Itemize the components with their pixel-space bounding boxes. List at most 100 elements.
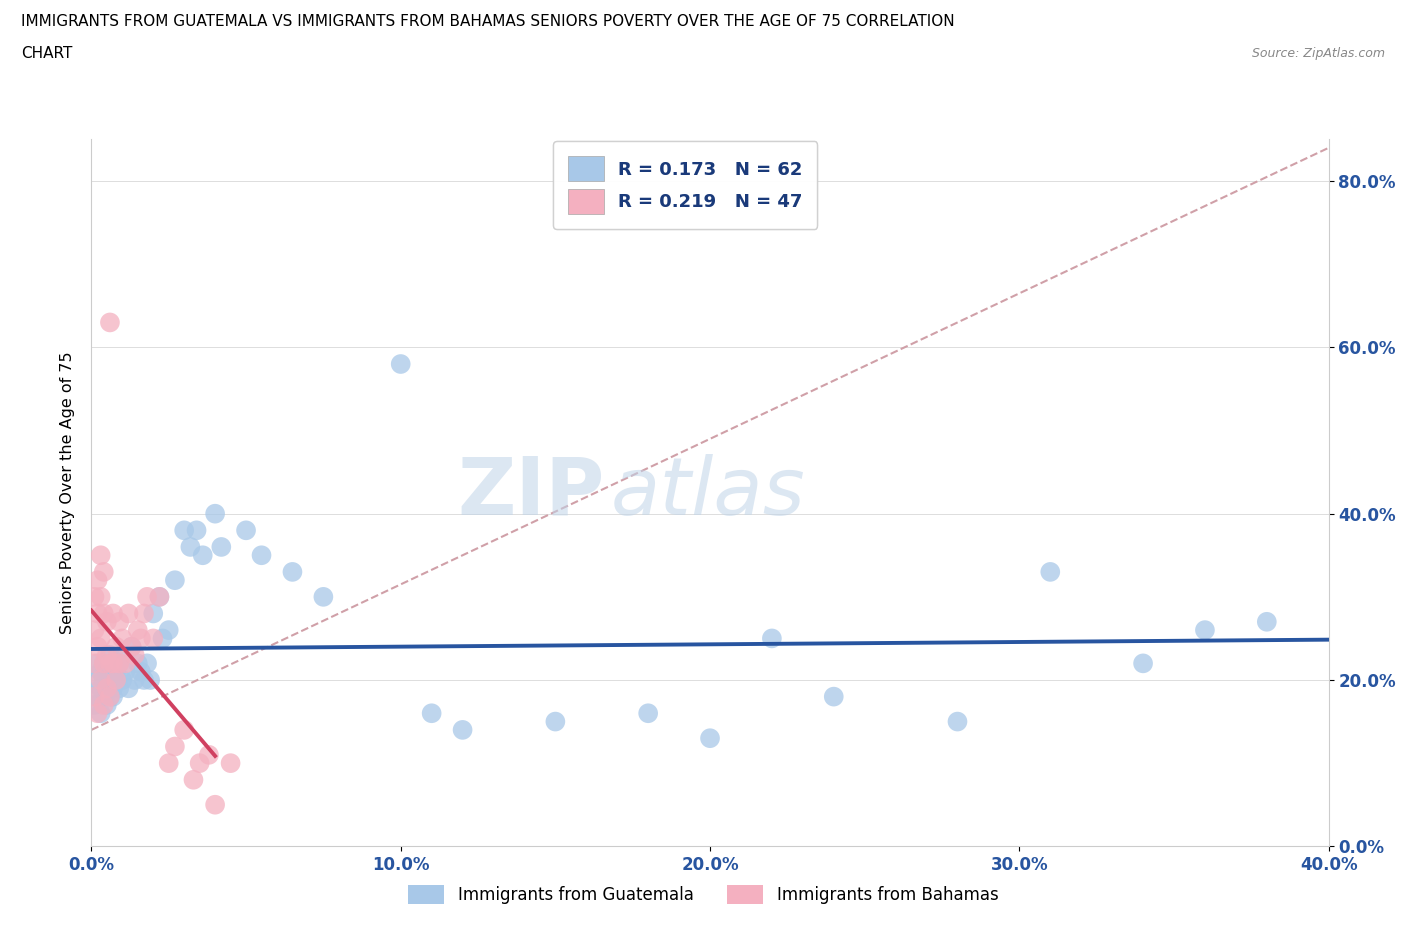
Point xyxy=(101,689,124,704)
Point xyxy=(83,656,105,671)
Point xyxy=(101,656,124,671)
Point xyxy=(93,656,115,671)
Point xyxy=(127,623,149,638)
Point xyxy=(114,656,136,671)
Point xyxy=(420,706,443,721)
Point xyxy=(83,698,105,712)
Point xyxy=(179,539,201,554)
Point xyxy=(105,639,128,654)
Text: ZIP: ZIP xyxy=(457,454,605,532)
Point xyxy=(823,689,845,704)
Point xyxy=(121,639,143,654)
Y-axis label: Seniors Poverty Over the Age of 75: Seniors Poverty Over the Age of 75 xyxy=(59,352,75,634)
Point xyxy=(83,623,105,638)
Point xyxy=(142,631,165,645)
Point xyxy=(93,606,115,621)
Point xyxy=(101,606,124,621)
Point xyxy=(96,698,118,712)
Point xyxy=(312,590,335,604)
Point xyxy=(93,689,115,704)
Point xyxy=(83,689,105,704)
Point xyxy=(90,672,112,687)
Point xyxy=(163,573,186,588)
Point xyxy=(129,664,152,679)
Point xyxy=(136,590,159,604)
Point xyxy=(127,656,149,671)
Point xyxy=(86,656,108,671)
Point xyxy=(188,756,211,771)
Point xyxy=(389,356,412,371)
Point xyxy=(86,689,108,704)
Text: IMMIGRANTS FROM GUATEMALA VS IMMIGRANTS FROM BAHAMAS SENIORS POVERTY OVER THE AG: IMMIGRANTS FROM GUATEMALA VS IMMIGRANTS … xyxy=(21,14,955,29)
Point xyxy=(204,797,226,812)
Point xyxy=(124,672,146,687)
Point xyxy=(114,664,136,679)
Point xyxy=(163,739,186,754)
Point xyxy=(1194,623,1216,638)
Point xyxy=(186,523,208,538)
Point xyxy=(204,506,226,521)
Point xyxy=(96,615,118,630)
Point xyxy=(90,681,112,696)
Point xyxy=(544,714,567,729)
Point xyxy=(98,647,121,662)
Point xyxy=(117,606,139,621)
Point xyxy=(86,639,108,654)
Point xyxy=(96,681,118,696)
Point xyxy=(98,689,121,704)
Point xyxy=(117,681,139,696)
Point xyxy=(83,590,105,604)
Point xyxy=(98,689,121,704)
Point xyxy=(98,315,121,330)
Point xyxy=(96,681,118,696)
Point xyxy=(183,772,205,787)
Point xyxy=(761,631,783,645)
Point xyxy=(98,656,121,671)
Point xyxy=(108,656,131,671)
Point xyxy=(105,664,128,679)
Point xyxy=(451,723,474,737)
Point xyxy=(93,656,115,671)
Point xyxy=(637,706,659,721)
Point xyxy=(108,681,131,696)
Point xyxy=(219,756,242,771)
Point xyxy=(173,523,195,538)
Point xyxy=(198,748,221,763)
Point xyxy=(108,656,131,671)
Point xyxy=(209,539,232,554)
Point xyxy=(101,681,124,696)
Point xyxy=(1039,565,1062,579)
Point xyxy=(121,639,143,654)
Point xyxy=(173,723,195,737)
Point xyxy=(946,714,969,729)
Point xyxy=(98,672,121,687)
Point xyxy=(83,672,105,687)
Point xyxy=(129,631,152,645)
Point xyxy=(90,631,112,645)
Point xyxy=(93,565,115,579)
Point xyxy=(105,672,128,687)
Point xyxy=(1256,615,1278,630)
Point xyxy=(90,548,112,563)
Point xyxy=(281,565,304,579)
Point xyxy=(142,606,165,621)
Point xyxy=(1132,656,1154,671)
Point xyxy=(96,664,118,679)
Point xyxy=(111,631,134,645)
Point xyxy=(235,523,257,538)
Legend: Immigrants from Guatemala, Immigrants from Bahamas: Immigrants from Guatemala, Immigrants fr… xyxy=(399,877,1007,912)
Point xyxy=(96,647,118,662)
Point xyxy=(148,590,170,604)
Point xyxy=(132,672,155,687)
Point xyxy=(191,548,214,563)
Point xyxy=(93,672,115,687)
Point xyxy=(108,615,131,630)
Text: atlas: atlas xyxy=(612,454,806,532)
Point xyxy=(105,672,128,687)
Point xyxy=(250,548,273,563)
Text: Source: ZipAtlas.com: Source: ZipAtlas.com xyxy=(1251,46,1385,60)
Point xyxy=(157,756,180,771)
Point xyxy=(148,590,170,604)
Point xyxy=(86,706,108,721)
Point xyxy=(90,706,112,721)
